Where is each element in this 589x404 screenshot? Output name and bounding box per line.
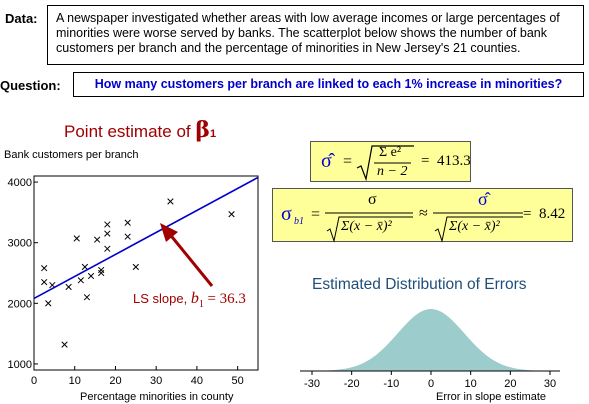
x-tick-label: 0 [31, 375, 37, 387]
slope-value: = 36.3 [207, 291, 246, 307]
data-point [61, 341, 68, 348]
y-tick-label: 4000 [8, 177, 32, 189]
dist-x-tick-label: -30 [304, 378, 320, 390]
plot-frame [33, 175, 259, 371]
y-tick-label: 1000 [8, 359, 32, 371]
sqrt-sign [356, 145, 414, 182]
y-tick-label: 3000 [8, 238, 32, 250]
distribution-x-axis-label: Error in slope estimate [436, 391, 546, 403]
x-axis-label: Percentage minorities in county [80, 391, 234, 403]
data-point [83, 294, 91, 301]
ls-slope-label: LS slope, b1 = 36.3 [133, 290, 246, 310]
distribution-title: Estimated Distribution of Errors [312, 276, 527, 293]
point-estimate-text: Point estimate of [64, 122, 191, 141]
data-point [73, 235, 80, 242]
dist-x-tick-label: 20 [504, 378, 516, 390]
formula1-numerator: Σ e² [379, 145, 402, 160]
data-point [93, 236, 101, 243]
fraction-a [325, 212, 413, 243]
data-point [98, 266, 105, 274]
data-point [98, 269, 105, 277]
formula2-numerator-a: σ [368, 191, 377, 208]
sigma-b-subscript: b1 [294, 216, 304, 227]
fraction-b [433, 212, 523, 243]
data-description-box: A newspaper investigated whether areas w… [47, 5, 584, 65]
sigma-hat-symbol: σ̂ [321, 150, 332, 172]
question-label: Question: [0, 78, 61, 93]
data-description: A newspaper investigated whether areas w… [56, 11, 560, 55]
ls-slope-arrow [160, 223, 214, 287]
y-tick-label: 2000 [8, 298, 32, 310]
equals-sign: = [343, 153, 353, 170]
point-estimate-title: Point estimate of β1 [64, 117, 216, 143]
beta-symbol: β [195, 117, 210, 143]
dist-x-tick-label: 10 [465, 378, 477, 390]
beta-subscript: 1 [209, 128, 217, 140]
density-curve [304, 309, 558, 371]
data-point [41, 264, 48, 272]
data-point [104, 221, 111, 228]
data-point [65, 283, 72, 291]
sigma-b-symbol: σ [281, 203, 292, 225]
formula2-result: = 8.42 [523, 206, 566, 222]
equals-sign: = [311, 206, 321, 223]
scatter-chart: Bank customers per branch 1000 2000 3000 40… [4, 149, 259, 403]
regression-line [33, 176, 259, 300]
distribution-chart: -30 -20 -10 0 10 20 30 Error in slope estimate [300, 309, 560, 403]
x-tick-label: 30 [150, 375, 162, 387]
data-point [124, 219, 131, 226]
formula2-denominator-a: Σ(x − x̄)² [341, 219, 392, 234]
b-symbol: b [190, 290, 199, 307]
sigma-hat-formula: σ̂ = Σ e² n − 2 = 413.3 [310, 141, 471, 182]
slope-se-formula: σ b1 = σ Σ(x − x̄)² ≈ σ̂ Σ(x − x̄)² = 8.… [272, 188, 573, 243]
question-text: How many customers per branch are linked… [94, 77, 563, 91]
dist-x-tick-label: -10 [383, 378, 399, 390]
formula2-denominator-b: Σ(x − x̄)² [449, 219, 500, 234]
data-point [45, 300, 52, 307]
dist-x-tick-label: 0 [428, 378, 434, 390]
data-point [41, 278, 48, 286]
data-point [81, 263, 89, 271]
formula2-numerator-b: σ̂ [478, 189, 488, 209]
x-tick-label: 10 [69, 375, 81, 387]
data-point [104, 230, 111, 237]
b-subscript: 1 [198, 299, 204, 310]
formula1-denominator: n − 2 [377, 164, 408, 179]
x-tick-label: 20 [109, 375, 121, 387]
data-point [228, 211, 235, 218]
data-point [167, 198, 174, 205]
x-tick-label: 40 [191, 375, 203, 387]
question-box: How many customers per branch are linked… [73, 72, 584, 97]
approx-sign: ≈ [419, 205, 428, 222]
data-point [87, 272, 95, 280]
data-point [77, 277, 84, 284]
data-point [104, 245, 111, 252]
data-point [124, 233, 131, 240]
formula1-result: = 413.3 [421, 153, 471, 169]
dist-x-tick-label: 30 [544, 378, 556, 390]
dist-x-tick-label: -20 [344, 378, 360, 390]
x-tick-label: 50 [232, 375, 244, 387]
ls-slope-text: LS slope, [133, 291, 188, 306]
y-axis-label: Bank customers per branch [4, 149, 139, 161]
data-point [132, 263, 139, 271]
data-label: Data: [5, 11, 38, 26]
